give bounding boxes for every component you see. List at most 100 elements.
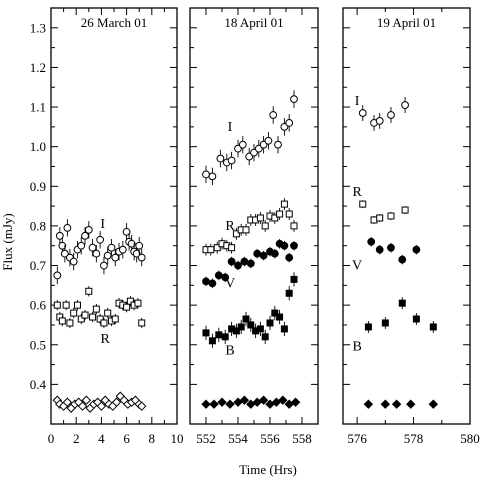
data-point [123, 303, 131, 311]
data-point [228, 244, 236, 252]
data-point [53, 271, 62, 280]
data-point [208, 337, 216, 345]
data-point [261, 222, 269, 230]
band-label-V: V [225, 276, 235, 291]
series-I [53, 219, 146, 285]
x-tick-label: 8 [149, 431, 156, 446]
data-point [290, 275, 298, 283]
band-label-B: B [225, 344, 234, 359]
data-point [77, 241, 86, 250]
data-point [62, 397, 73, 407]
data-point [134, 299, 142, 307]
data-point [367, 237, 376, 246]
band-label-R: R [225, 219, 235, 234]
data-point [358, 109, 367, 117]
data-point [285, 118, 294, 127]
data-point [258, 395, 269, 405]
data-point [217, 397, 227, 407]
data-point [55, 231, 64, 240]
data-point [60, 249, 69, 258]
data-point [215, 331, 223, 339]
data-point [111, 397, 122, 407]
data-point [285, 210, 293, 218]
data-point [381, 319, 389, 327]
y-tick-label: 1.2 [30, 60, 46, 75]
data-point [62, 301, 70, 309]
data-point [81, 395, 91, 405]
x-tick-label: 2 [73, 431, 80, 446]
x-tick-label: 558 [292, 431, 312, 446]
data-point [213, 244, 221, 252]
panel-title: 19 April 01 [377, 15, 436, 30]
band-label-I: I [100, 217, 105, 232]
series-B [202, 272, 298, 348]
data-point [137, 401, 147, 411]
data-point [271, 309, 279, 317]
series-R [53, 286, 146, 329]
data-point [138, 319, 146, 327]
data-point [77, 315, 85, 323]
data-point [261, 333, 269, 341]
data-point [270, 249, 279, 258]
data-point [111, 315, 119, 323]
data-point [70, 309, 78, 317]
data-point [92, 305, 100, 313]
data-point [285, 289, 293, 297]
data-point [247, 321, 255, 329]
data-point [232, 230, 240, 238]
data-point [237, 323, 245, 331]
data-point [73, 301, 81, 309]
y-axis-label: Flux (mJy) [0, 213, 15, 270]
data-point [107, 243, 116, 252]
panel-title: 26 March 01 [81, 15, 147, 30]
series-U [363, 399, 439, 409]
band-label-B: B [352, 340, 361, 355]
data-point [398, 299, 406, 307]
series-I [358, 97, 409, 131]
data-point [253, 249, 262, 258]
data-point [256, 214, 264, 222]
data-point [63, 223, 72, 232]
panel-1: 26 March 01 0 2 4 6 8 10 0.4 0.5 0.6 0.7 0.8 0.9 1.0 1… [30, 7, 184, 446]
data-point [269, 111, 278, 119]
data-point [85, 287, 93, 295]
band-label-R: R [352, 185, 362, 200]
band-label-I: I [355, 94, 360, 109]
data-point [202, 329, 210, 337]
data-point [89, 313, 97, 321]
data-point [96, 315, 104, 323]
data-point [359, 200, 367, 208]
data-point [118, 245, 127, 254]
data-point [412, 245, 421, 254]
data-point [428, 399, 439, 409]
data-point [376, 214, 384, 222]
data-point [290, 95, 298, 104]
data-point [401, 206, 409, 214]
band-label-I: I [228, 120, 233, 135]
data-point [221, 333, 229, 341]
data-point [238, 140, 247, 149]
data-point [135, 241, 144, 250]
data-point [398, 255, 407, 264]
data-point [290, 222, 298, 230]
series-U [201, 395, 301, 409]
x-tick-label: 0 [48, 431, 55, 446]
data-point [391, 399, 402, 409]
data-point [276, 313, 284, 321]
band-label-R: R [101, 332, 111, 347]
data-point [77, 401, 88, 411]
data-point [240, 257, 249, 266]
data-point [96, 401, 107, 411]
series-I [202, 90, 298, 186]
y-tick-label: 0.6 [30, 298, 47, 313]
panel-frame [342, 7, 471, 425]
data-point [100, 261, 108, 270]
data-point [96, 235, 105, 244]
panels-group: 26 March 01 0 2 4 6 8 10 0.4 0.5 0.6 0.7 0.8 0.9 1.0 1… [30, 7, 480, 446]
data-point [214, 271, 223, 280]
data-point [137, 253, 146, 262]
data-point [274, 140, 282, 149]
panel-frame [50, 7, 178, 425]
y-tick-label: 1.0 [30, 139, 46, 154]
